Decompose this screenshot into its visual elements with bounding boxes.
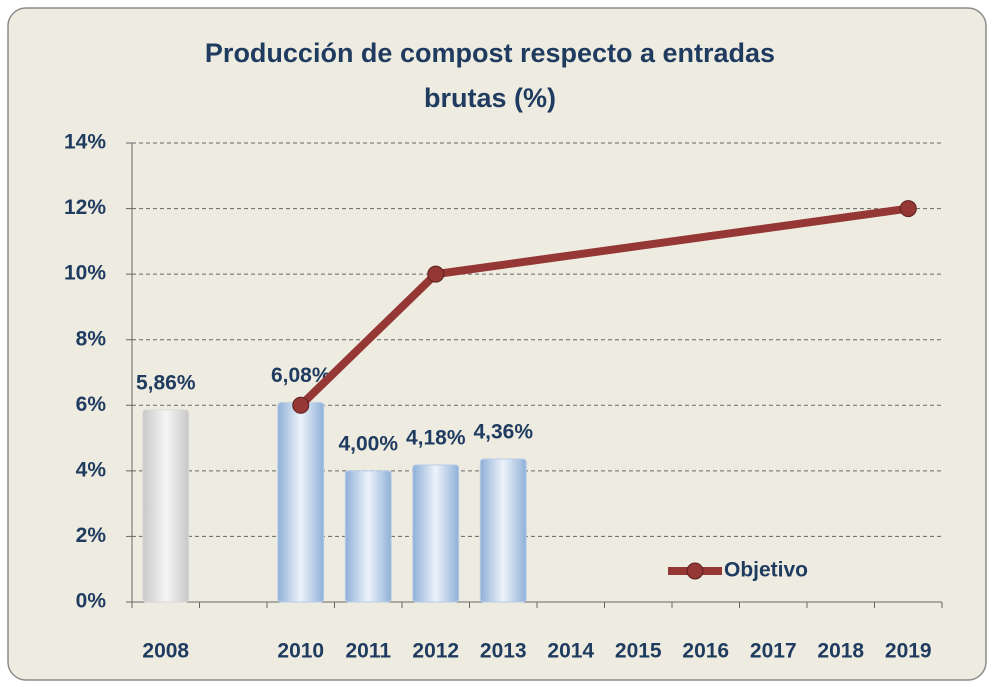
- y-tick-label: 2%: [76, 524, 107, 547]
- data-label: 4,18%: [406, 427, 466, 450]
- y-tick-label: 4%: [76, 458, 107, 481]
- bar: [142, 409, 190, 603]
- x-tick-label: 2015: [615, 640, 662, 663]
- line-marker: [292, 396, 310, 414]
- bar: [277, 402, 325, 603]
- data-label: 4,00%: [338, 432, 398, 455]
- chart-background: [7, 7, 987, 681]
- y-tick-label: 6%: [76, 393, 107, 416]
- data-label: 5,86%: [136, 371, 196, 394]
- x-tick-label: 2008: [142, 640, 189, 663]
- x-tick-label: 2016: [682, 640, 729, 663]
- y-tick-label: 12%: [64, 196, 106, 219]
- legend-marker: [686, 562, 704, 580]
- y-tick-label: 14%: [64, 131, 106, 154]
- data-label: 4,36%: [473, 421, 533, 444]
- chart-title: Producción de compost respecto a entrada…: [205, 38, 775, 68]
- x-tick-label: 2018: [817, 640, 864, 663]
- x-tick-label: 2012: [412, 640, 459, 663]
- line-marker: [899, 200, 917, 218]
- bar: [412, 464, 460, 603]
- x-tick-label: 2019: [885, 640, 932, 663]
- y-tick-label: 8%: [76, 327, 107, 350]
- x-tick-label: 2010: [277, 640, 324, 663]
- data-label: 6,08%: [271, 364, 331, 387]
- x-tick-label: 2017: [750, 640, 797, 663]
- legend-label: Objetivo: [724, 559, 808, 582]
- bar: [344, 470, 392, 603]
- y-tick-label: 0%: [76, 590, 107, 613]
- line-marker: [427, 265, 445, 283]
- x-tick-label: 2014: [547, 640, 594, 663]
- x-tick-label: 2013: [480, 640, 527, 663]
- bar: [479, 458, 527, 603]
- y-tick-label: 10%: [64, 262, 106, 285]
- x-tick-label: 2011: [345, 640, 391, 663]
- chart-title: brutas (%): [424, 83, 556, 113]
